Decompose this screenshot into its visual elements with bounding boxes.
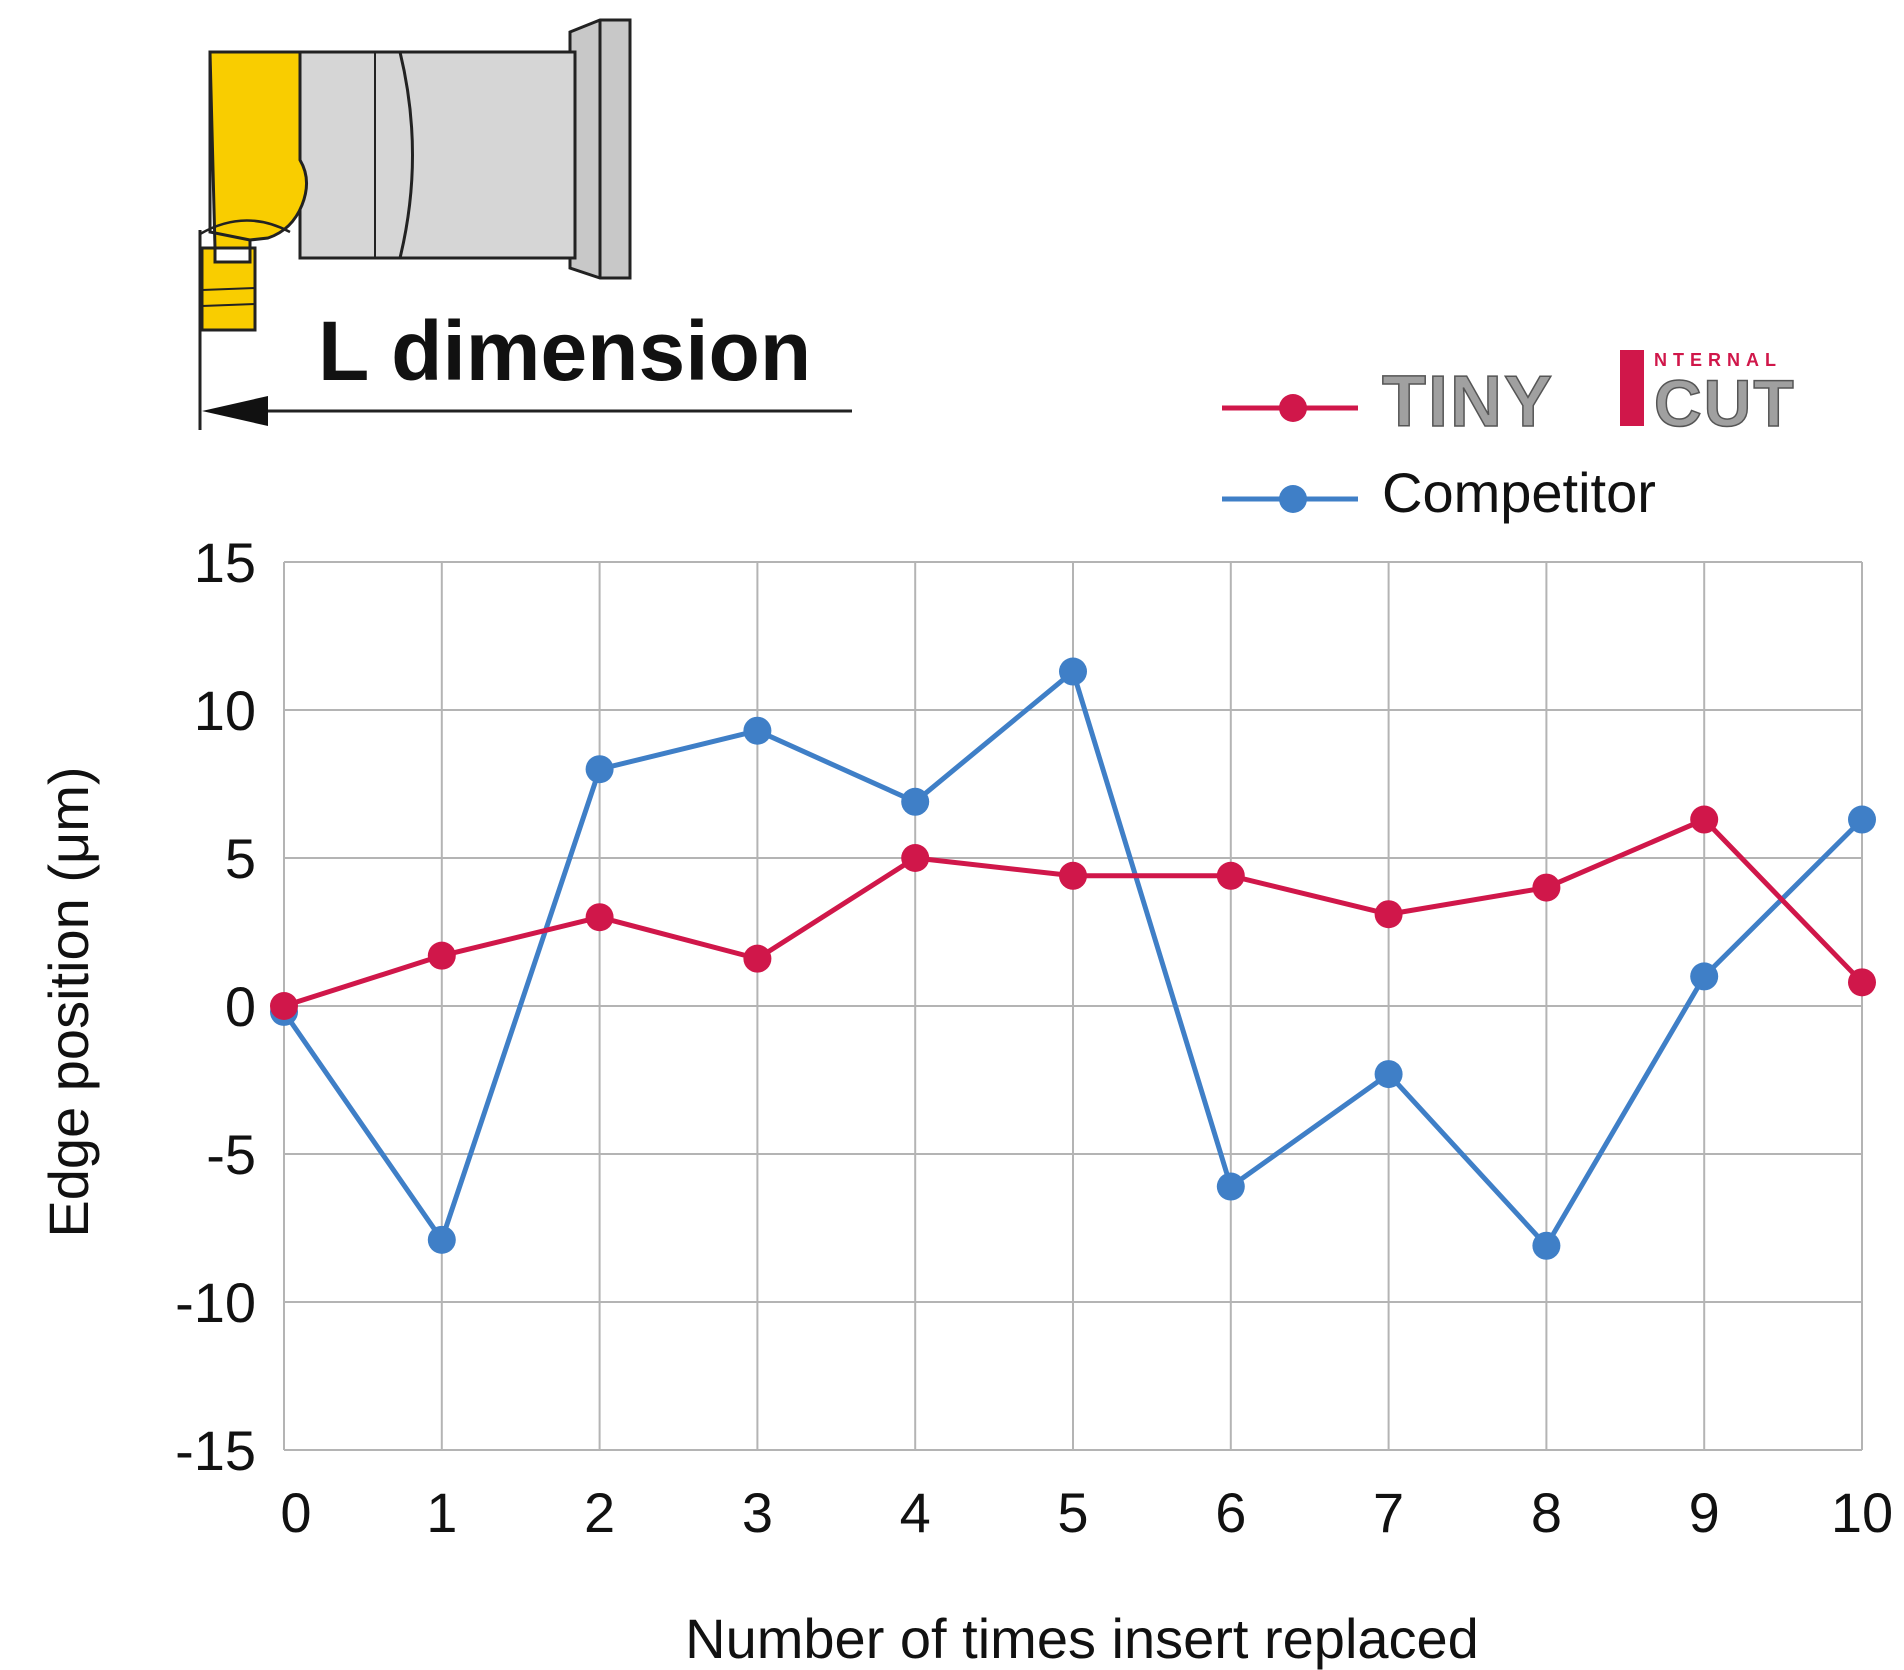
data-point-tinycut bbox=[1690, 805, 1719, 834]
data-point-competitor bbox=[743, 716, 772, 745]
logo-superscript: NTERNAL bbox=[1654, 350, 1782, 370]
data-point-tinycut bbox=[270, 992, 298, 1020]
legend-label-competitor: Competitor bbox=[1382, 461, 1656, 524]
series-layer bbox=[270, 657, 1876, 1260]
y-tick-label: 10 bbox=[194, 679, 256, 742]
y-tick-label: 5 bbox=[225, 827, 256, 890]
y-tick-label: -5 bbox=[206, 1123, 256, 1186]
arrow-head bbox=[202, 396, 268, 426]
y-tick-label: -15 bbox=[175, 1419, 256, 1482]
x-tick-label: 8 bbox=[1531, 1481, 1562, 1544]
x-tick-labels: 0 1 2 3 4 5 6 7 8 9 10 bbox=[280, 1481, 1893, 1544]
chart: 15 10 5 0 -5 -10 -15 0 1 2 3 4 5 6 7 8 9 10 Number of ti… bbox=[37, 531, 1893, 1670]
x-tick-label: 1 bbox=[426, 1481, 457, 1544]
x-tick-label: 10 bbox=[1831, 1481, 1893, 1544]
logo-prefix: TINY bbox=[1382, 362, 1554, 442]
insert bbox=[200, 50, 308, 332]
x-tick-label: 7 bbox=[1373, 1481, 1404, 1544]
x-tick-label: 2 bbox=[584, 1481, 615, 1544]
legend-marker-competitor bbox=[1279, 485, 1307, 513]
data-point-competitor bbox=[1059, 657, 1087, 686]
x-tick-label: 4 bbox=[900, 1481, 931, 1544]
data-point-competitor bbox=[427, 1225, 456, 1254]
data-point-competitor bbox=[585, 755, 614, 784]
tool-illustration: L dimension bbox=[198, 18, 852, 430]
data-point-tinycut bbox=[427, 941, 456, 970]
data-point-competitor bbox=[1690, 962, 1719, 991]
x-axis-label: Number of times insert replaced bbox=[685, 1607, 1479, 1670]
data-point-competitor bbox=[1532, 1231, 1561, 1260]
x-tick-label: 6 bbox=[1215, 1481, 1246, 1544]
x-tick-label: 5 bbox=[1057, 1481, 1088, 1544]
data-point-competitor bbox=[901, 787, 930, 816]
y-tick-labels: 15 10 5 0 -5 -10 -15 bbox=[175, 531, 256, 1482]
y-tick-label: -10 bbox=[175, 1271, 256, 1334]
x-tick-label: 0 bbox=[280, 1481, 311, 1544]
data-point-tinycut bbox=[1848, 968, 1876, 997]
l-dimension-label: L dimension bbox=[318, 304, 811, 398]
data-point-competitor bbox=[1216, 1172, 1245, 1201]
x-tick-label: 3 bbox=[742, 1481, 773, 1544]
data-point-competitor bbox=[1848, 805, 1876, 834]
tinycut-logo: TINY NTERNAL CUT bbox=[1381, 350, 1796, 443]
data-point-tinycut bbox=[1216, 861, 1245, 890]
data-point-tinycut bbox=[1532, 873, 1561, 902]
legend: TINY NTERNAL CUT Competitor bbox=[1222, 350, 1796, 524]
x-tick-label: 9 bbox=[1689, 1481, 1720, 1544]
holder-body bbox=[298, 50, 577, 260]
data-point-tinycut bbox=[901, 844, 930, 872]
data-point-competitor bbox=[1374, 1060, 1403, 1089]
y-axis-label: Edge position (μm) bbox=[37, 766, 100, 1237]
legend-marker-tinycut bbox=[1279, 394, 1307, 422]
data-point-tinycut bbox=[585, 903, 614, 932]
data-point-tinycut bbox=[743, 944, 772, 973]
logo-red-bar bbox=[1620, 350, 1644, 426]
data-point-tinycut bbox=[1059, 861, 1087, 890]
y-tick-label: 0 bbox=[225, 975, 256, 1038]
data-point-tinycut bbox=[1374, 900, 1403, 929]
y-tick-label: 15 bbox=[194, 531, 256, 594]
logo-suffix: CUT bbox=[1654, 366, 1796, 440]
